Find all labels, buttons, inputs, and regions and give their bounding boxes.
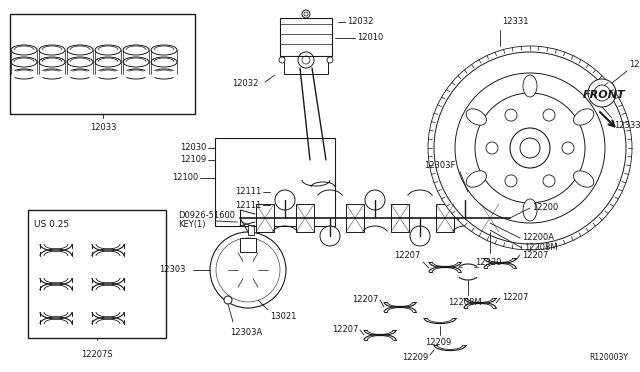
Text: 12111: 12111 [235,187,261,196]
Bar [346,204,364,232]
Circle shape [302,10,310,18]
Circle shape [365,190,385,210]
Bar [28,210,166,338]
Text: 12303: 12303 [159,266,186,275]
Text: US 0.25: US 0.25 [34,220,69,229]
Text: 12208M: 12208M [524,244,557,253]
Text: D0926-51600: D0926-51600 [178,212,235,221]
Text: 12330: 12330 [475,258,501,267]
Circle shape [434,52,626,244]
Text: 12207: 12207 [394,251,420,260]
Circle shape [216,238,280,302]
Text: 12303A: 12303A [230,328,262,337]
Circle shape [594,85,610,101]
Ellipse shape [573,109,594,125]
Text: 12310A: 12310A [629,60,640,69]
Circle shape [476,204,504,232]
Text: 12109: 12109 [180,155,206,164]
Circle shape [505,109,517,121]
Text: 12030: 12030 [180,144,206,153]
Text: 12032: 12032 [347,17,373,26]
Circle shape [218,240,278,300]
Circle shape [275,190,295,210]
Text: 12200: 12200 [532,203,558,212]
Circle shape [430,48,630,248]
Circle shape [455,73,605,223]
Text: 12209: 12209 [402,353,428,362]
Text: 12207: 12207 [332,326,358,334]
Circle shape [486,142,498,154]
Text: R120003Y: R120003Y [589,353,628,362]
Text: 12200A: 12200A [522,234,554,243]
Bar [10,14,195,114]
Text: 12207: 12207 [522,250,548,260]
Text: 12032: 12032 [232,80,258,89]
Text: 12209: 12209 [425,338,451,347]
Circle shape [543,109,555,121]
Circle shape [224,296,232,304]
Text: 12333: 12333 [614,121,640,130]
Ellipse shape [466,171,486,187]
Text: 12208M: 12208M [448,298,482,307]
Text: 12207: 12207 [351,295,378,305]
Ellipse shape [573,171,594,187]
Bar [256,204,274,232]
Circle shape [465,195,471,201]
Text: 12331: 12331 [502,17,529,26]
Circle shape [562,142,574,154]
Text: 12100: 12100 [172,173,198,183]
Text: 12111: 12111 [235,201,261,209]
Circle shape [588,79,616,107]
Circle shape [210,232,286,308]
Text: 12207: 12207 [502,294,529,302]
Bar [248,225,254,235]
Circle shape [279,57,285,63]
Circle shape [240,262,256,278]
Circle shape [222,244,274,296]
Circle shape [224,246,272,294]
Circle shape [327,57,333,63]
Circle shape [475,93,585,203]
Text: 13021: 13021 [270,312,296,321]
Circle shape [304,12,308,16]
Bar [296,204,314,232]
Bar [481,204,499,232]
Bar [284,56,328,74]
Circle shape [462,192,474,204]
Text: 12207S: 12207S [81,350,113,359]
Text: 12033: 12033 [90,123,116,132]
Circle shape [410,226,430,246]
Ellipse shape [523,75,537,97]
Bar [280,18,332,56]
Bar [391,204,409,232]
Text: KEY(1): KEY(1) [178,221,205,230]
Circle shape [520,138,540,158]
Circle shape [543,175,555,187]
Circle shape [510,128,550,168]
Circle shape [505,175,517,187]
Bar [436,204,454,232]
Circle shape [428,46,632,250]
Text: FRONT: FRONT [583,90,626,100]
Text: 12010: 12010 [357,33,383,42]
Bar [240,238,256,252]
Bar [215,138,335,226]
Circle shape [220,242,276,298]
Circle shape [320,226,340,246]
Circle shape [230,252,266,288]
Text: 12303F: 12303F [424,161,455,170]
Ellipse shape [523,199,537,221]
Circle shape [455,190,475,210]
Ellipse shape [466,109,486,125]
